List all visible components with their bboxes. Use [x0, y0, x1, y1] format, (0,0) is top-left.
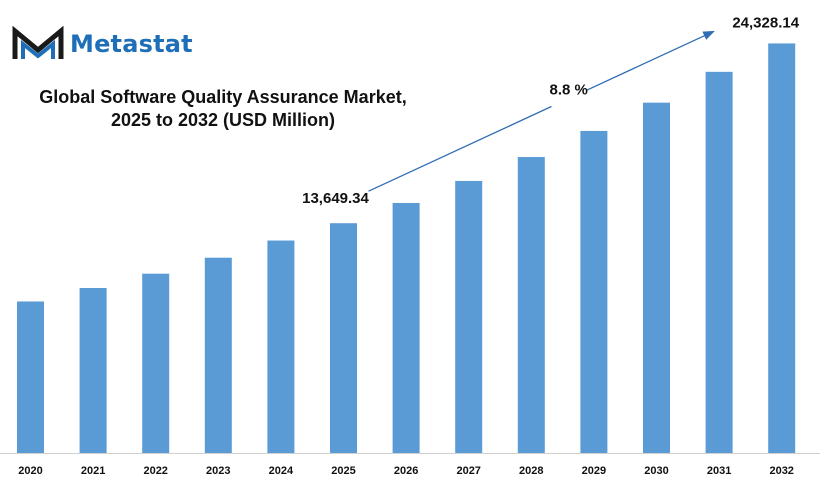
bar-2022	[142, 273, 170, 453]
bar-2030	[643, 102, 670, 454]
x-tick-label: 2028	[519, 465, 543, 477]
bar-2027	[455, 180, 483, 453]
trend-arrow-left	[368, 105, 552, 192]
trend-arrow-right	[585, 30, 715, 92]
chart-title-line2: 2025 to 2032 (USD Million)	[110, 110, 336, 130]
end-value-label: 24,328.14	[732, 14, 799, 31]
bar-2023	[204, 257, 232, 453]
x-tick-label: 2025	[331, 465, 355, 477]
metastat-m-logo-icon	[12, 26, 64, 59]
chart-title-line1: Global Software Quality Assurance Market…	[39, 87, 407, 107]
x-tick-label: 2022	[143, 465, 167, 477]
x-tick-labels: 2020 2021 2022 2023 2024 2025 2026 2027 2028 2029…	[18, 465, 794, 477]
cagr-label: 8.8 %	[550, 82, 588, 99]
x-tick-label: 2023	[206, 465, 230, 477]
x-tick-label: 2030	[644, 465, 668, 477]
x-tick-label: 2021	[81, 465, 105, 477]
x-tick-label: 2024	[269, 465, 294, 477]
bar-2026	[392, 202, 420, 453]
x-tick-label: 2031	[707, 465, 731, 477]
bar-2029	[580, 130, 608, 453]
bar-2025	[330, 223, 357, 453]
x-tick-label: 2032	[769, 465, 793, 477]
x-tick-label: 2020	[18, 465, 42, 477]
x-tick-label: 2026	[394, 465, 418, 477]
x-tick-label: 2029	[582, 465, 606, 477]
bar-2024	[267, 240, 295, 453]
bars-group	[17, 43, 796, 454]
x-tick-label: 2027	[456, 465, 480, 477]
brand-logo: Metastat	[12, 26, 193, 62]
start-value-label: 13,649.34	[302, 190, 369, 207]
bar-2020	[17, 301, 44, 453]
bar-2021	[79, 288, 107, 453]
bar-2028	[517, 157, 545, 453]
brand-name: Metastat	[70, 30, 193, 58]
bar-2031	[705, 71, 733, 453]
bar-2032	[768, 43, 796, 453]
chart-title: Global Software Quality Assurance Market…	[0, 86, 446, 132]
